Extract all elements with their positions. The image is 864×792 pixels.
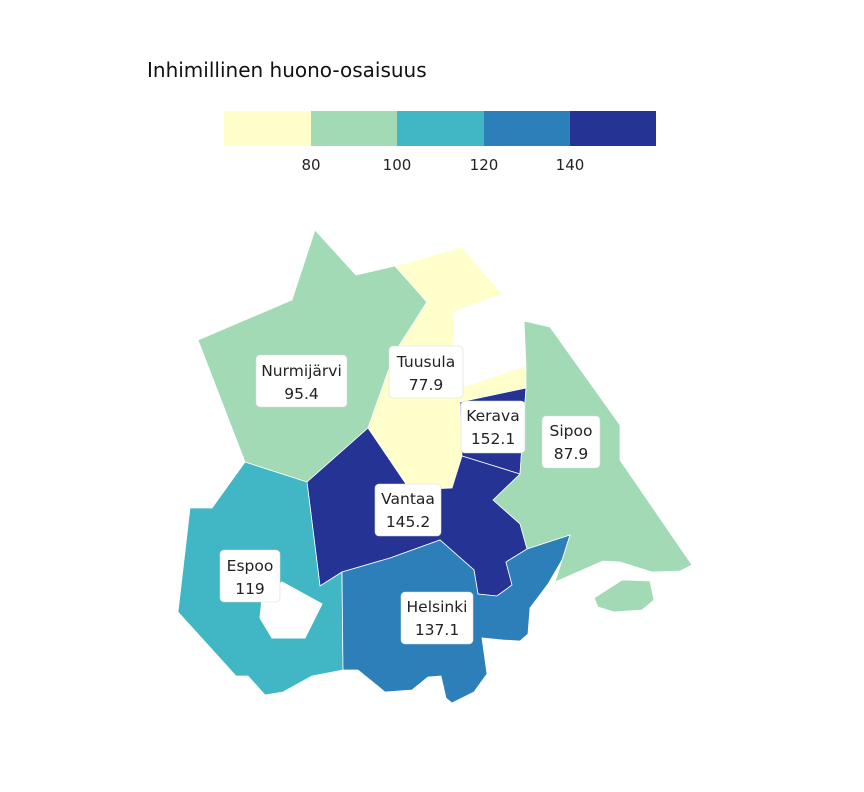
legend-tick-140: 140 <box>556 156 585 174</box>
legend-swatch-2 <box>311 111 397 146</box>
label-espoo: Espoo 119 <box>219 549 281 603</box>
label-nurmijarvi: Nurmijärvi 95.4 <box>255 354 348 408</box>
label-vantaa-name: Vantaa <box>381 490 435 508</box>
label-nurmijarvi-value: 95.4 <box>284 385 319 403</box>
legend-tick-120: 120 <box>470 156 499 174</box>
labels: Nurmijärvi 95.4 Tuusula 77.9 Kerava 152.… <box>219 345 601 645</box>
label-kerava-name: Kerava <box>466 407 519 425</box>
label-helsinki-value: 137.1 <box>415 621 459 639</box>
label-espoo-value: 119 <box>235 580 265 598</box>
label-kerava-value: 152.1 <box>471 430 515 448</box>
legend: 80 100 120 140 <box>224 111 656 174</box>
label-espoo-name: Espoo <box>227 557 274 575</box>
map-title: Inhimillinen huono-osaisuus <box>147 58 427 82</box>
label-vantaa: Vantaa 145.2 <box>374 483 442 537</box>
label-nurmijarvi-name: Nurmijärvi <box>261 362 342 380</box>
legend-tick-100: 100 <box>383 156 412 174</box>
label-tuusula-name: Tuusula <box>396 353 455 371</box>
label-vantaa-value: 145.2 <box>386 513 430 531</box>
label-tuusula: Tuusula 77.9 <box>388 345 464 399</box>
label-sipoo: Sipoo 87.9 <box>541 415 601 469</box>
legend-swatch-5 <box>570 111 656 146</box>
legend-swatch-4 <box>484 111 570 146</box>
label-helsinki-name: Helsinki <box>407 598 468 616</box>
legend-tick-80: 80 <box>301 156 320 174</box>
legend-swatch-1 <box>224 111 311 146</box>
label-kerava: Kerava 152.1 <box>460 400 526 454</box>
label-sipoo-value: 87.9 <box>554 445 589 463</box>
region-sipoo-island <box>593 579 655 613</box>
label-sipoo-name: Sipoo <box>550 422 593 440</box>
label-tuusula-value: 77.9 <box>409 376 444 394</box>
label-helsinki: Helsinki 137.1 <box>400 591 474 645</box>
legend-swatch-3 <box>397 111 484 146</box>
